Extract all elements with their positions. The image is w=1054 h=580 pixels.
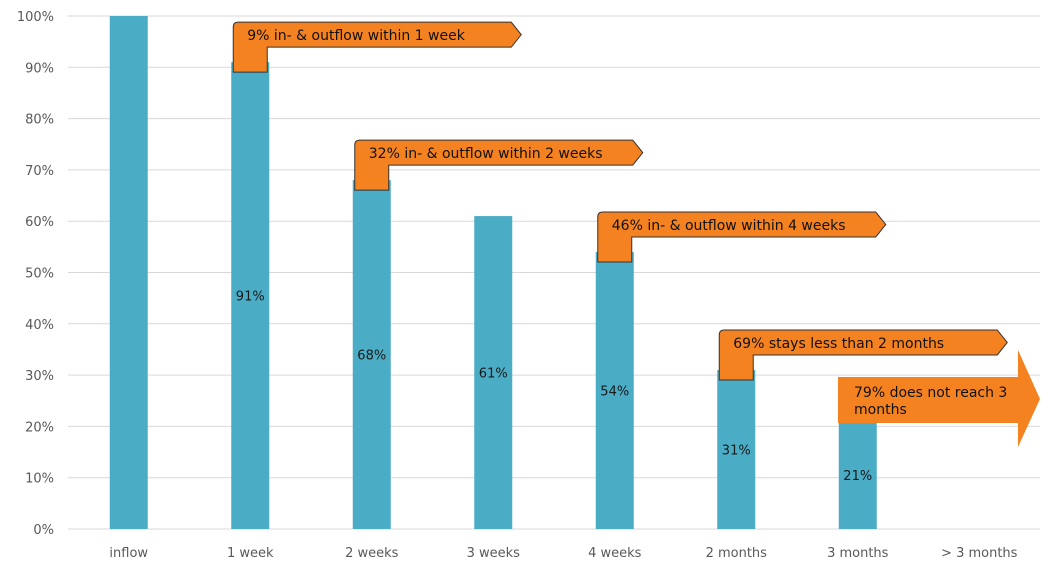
bar (474, 216, 513, 529)
bar (595, 251, 634, 530)
annotation-text: months (854, 402, 907, 418)
y-tick-label: 10% (25, 472, 54, 487)
x-tick-label: 3 months (827, 546, 889, 561)
bar (231, 62, 270, 530)
gridlines (68, 15, 1040, 530)
x-axis-ticks: inflow 1 week 2 weeks 3 weeks 4 weeks 2 month… (109, 546, 1017, 561)
y-tick-label: 20% (25, 420, 54, 435)
bars (109, 16, 877, 530)
bar-data-label: 68% (357, 349, 386, 364)
bar (717, 369, 756, 529)
annotation-text: 69% stays less than 2 months (733, 336, 944, 352)
bar-data-label: 54% (600, 384, 629, 399)
x-tick-label: 3 weeks (467, 546, 521, 561)
y-tick-label: 50% (25, 267, 54, 282)
y-tick-label: 100% (17, 10, 54, 25)
y-axis-ticks: 0% 10% 20% 30% 40% 50% 60% 70% 80% 90% 100% (17, 10, 54, 538)
y-tick-label: 70% (25, 164, 54, 179)
bar (838, 421, 877, 529)
bar-data-label: 31% (722, 443, 751, 458)
x-tick-label: 2 months (706, 546, 768, 561)
y-tick-label: 40% (25, 318, 54, 333)
x-tick-label: inflow (109, 546, 148, 561)
x-tick-label: 1 week (227, 546, 274, 561)
bar-data-label: 61% (479, 367, 508, 382)
annotation-callout (354, 139, 644, 191)
annotation-text: 46% in- & outflow within 4 weeks (612, 218, 846, 234)
bar (109, 16, 148, 529)
annotation-text: 79% does not reach 3 (854, 385, 1007, 401)
y-tick-label: 0% (33, 523, 54, 538)
y-tick-label: 30% (25, 369, 54, 384)
annotation-text: 9% in- & outflow within 1 week (247, 28, 465, 44)
bar-data-label: 21% (843, 469, 872, 484)
bar (352, 180, 391, 529)
annotations: 9% in- & outflow within 1 week 32% in- & … (232, 21, 1040, 447)
bar-data-label: 91% (236, 290, 265, 305)
annotation-arrow (838, 350, 1040, 447)
y-tick-label: 80% (25, 113, 54, 128)
x-tick-label: > 3 months (941, 546, 1018, 561)
x-tick-label: 2 weeks (345, 546, 399, 561)
x-tick-label: 4 weeks (588, 546, 642, 561)
y-tick-label: 60% (25, 215, 54, 230)
y-tick-label: 90% (25, 61, 54, 76)
bar-data-labels: 91% 68% 61% 54% 31% 21% (236, 290, 872, 485)
annotation-callout (232, 21, 522, 73)
annotation-text: 32% in- & outflow within 2 weeks (369, 146, 603, 162)
annotation-callout (718, 329, 1008, 381)
annotation-callout (597, 211, 887, 263)
